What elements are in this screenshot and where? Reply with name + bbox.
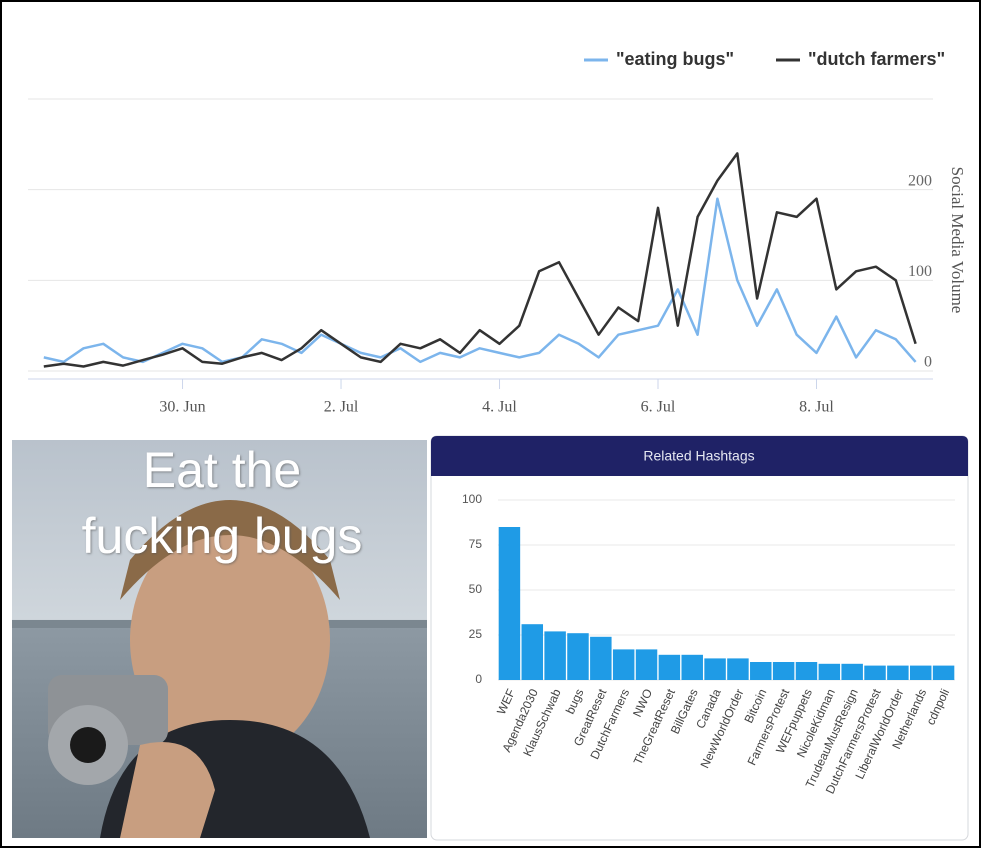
bar (796, 662, 817, 680)
y-tick-label: 200 (908, 172, 932, 189)
bar (499, 527, 520, 680)
x-tick-label: 30. Jun (159, 399, 205, 416)
bar (864, 666, 885, 680)
legend-label: "dutch farmers" (808, 49, 945, 69)
bar (933, 666, 954, 680)
bar (659, 655, 680, 680)
y-axis-title: Social Media Volume (948, 167, 967, 314)
bar (636, 649, 657, 680)
bar (773, 662, 794, 680)
bar (819, 664, 840, 680)
bar (522, 624, 543, 680)
x-tick-label: 6. Jul (641, 399, 676, 416)
composite: Eat the fucking bugs Related Hashtags 0 1… (0, 0, 981, 848)
meme-caption: Eat the (143, 442, 301, 498)
bar (704, 658, 725, 680)
legend-label: "eating bugs" (616, 49, 734, 69)
y-tick-label: 100 (462, 492, 482, 506)
bar (613, 649, 634, 680)
page: {"chart_data": [ {"type": "line", "x": [… (0, 0, 981, 848)
bar (681, 655, 702, 680)
meme-caption: fucking bugs (82, 508, 363, 564)
meme-photo (12, 440, 427, 838)
bar (841, 664, 862, 680)
bar (750, 662, 771, 680)
y-tick-label: 100 (908, 263, 932, 280)
bar (590, 637, 611, 680)
x-tick-label: 2. Jul (324, 399, 359, 416)
bar (887, 666, 908, 680)
bar (544, 631, 565, 680)
x-tick-label: 8. Jul (799, 399, 834, 416)
bar (727, 658, 748, 680)
y-tick-label: 0 (924, 354, 932, 371)
y-tick-label: 50 (469, 582, 483, 596)
y-tick-label: 0 (475, 672, 482, 686)
y-tick-label: 25 (469, 627, 483, 641)
bar (910, 666, 931, 680)
bar (567, 633, 588, 680)
chart-title: Related Hashtags (643, 448, 754, 464)
x-tick-label: 4. Jul (482, 399, 517, 416)
y-tick-label: 75 (469, 537, 483, 551)
